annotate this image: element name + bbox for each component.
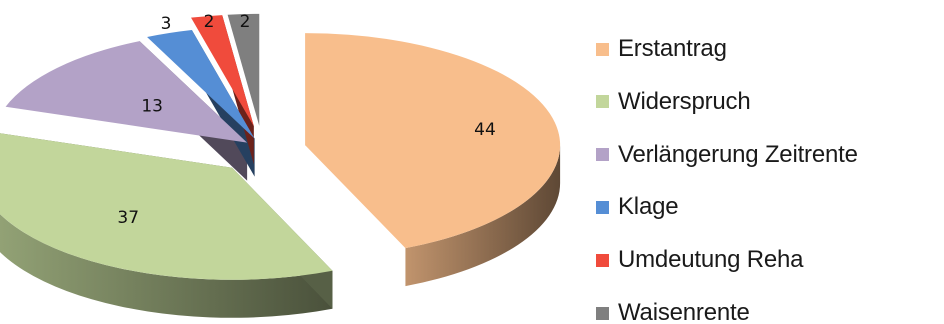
legend-label: Waisenrente [618,299,750,324]
data-label: 44 [474,120,496,140]
legend-item: Verlängerung Zeitrente [596,140,858,170]
data-label: 13 [141,96,163,116]
pie-slice-side [0,214,333,318]
pie-slice [191,15,254,127]
pie-slice [147,30,255,139]
legend-item: Waisenrente [596,298,750,324]
legend-label: Verlängerung Zeitrente [618,140,858,168]
pie-slice [227,13,260,126]
legend-label: Klage [618,193,679,221]
data-label: 2 [204,12,215,32]
data-label: 2 [240,12,251,32]
data-label: 37 [117,208,139,228]
legend-swatch [596,306,609,320]
legend-item: Umdeutung Reha [596,245,804,275]
pie-slice [0,133,333,280]
legend-swatch [596,95,609,109]
legend-label: Widerspruch [618,87,751,115]
legend-item: Klage [596,192,679,222]
pie-slice-side [405,145,561,287]
legend-swatch [596,253,609,267]
legend-swatch [596,148,609,162]
pie-slice [5,41,248,143]
legend-label: Umdeutung Reha [618,246,804,274]
pie-slice [305,33,561,249]
data-label: 3 [161,14,172,34]
legend-label: Erstantrag [618,35,727,62]
pie-chart: 44 37 13 3 2 2 [0,12,561,318]
legend-item: Widerspruch [596,87,751,117]
legend-swatch [596,200,609,214]
legend-swatch [596,42,609,56]
legend-item: Erstantrag [596,34,727,64]
